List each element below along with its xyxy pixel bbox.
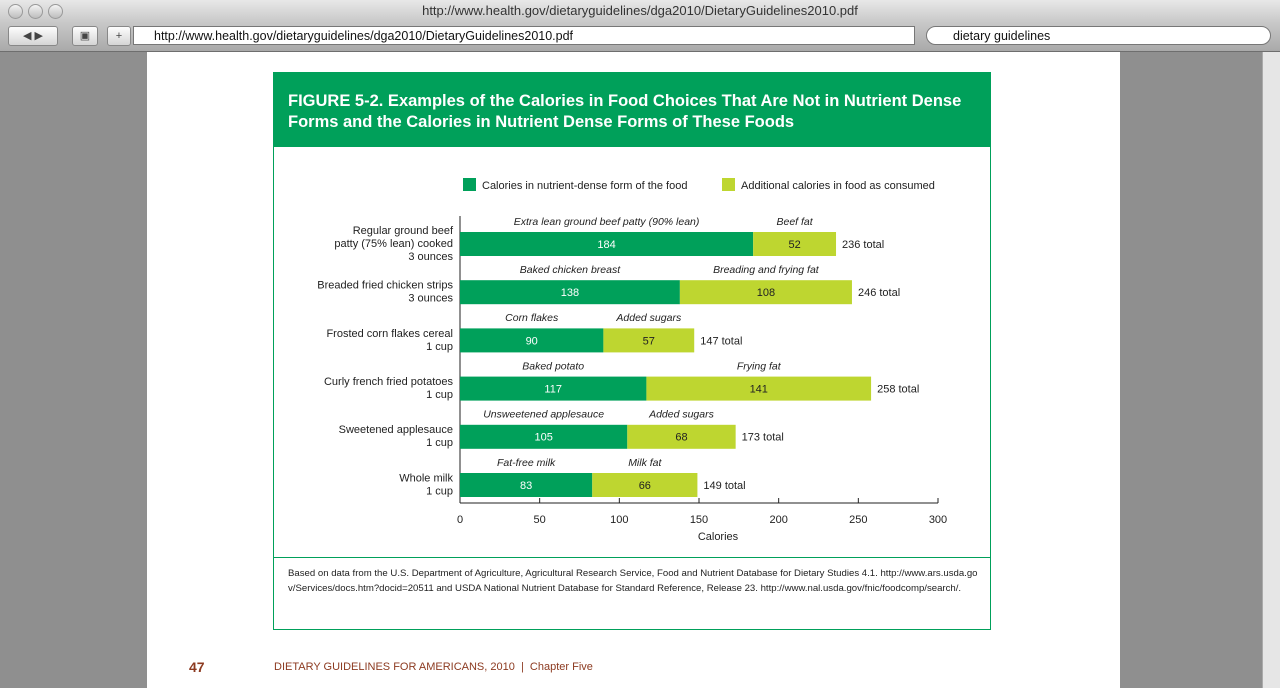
bar-segment [460,232,754,256]
bar-segment [646,376,872,401]
category-label: Breaded fried chicken strips [317,280,453,292]
segment-label: Fat-free milk [497,457,556,469]
bar-segment [627,424,736,449]
bar-segment [460,376,647,401]
bar-segment [592,473,698,497]
category-label: Sweetened applesauce [339,424,453,436]
x-tick-label: 300 [929,514,947,526]
total-label: 149 total [703,480,745,492]
legend-label: Additional calories in food as consumed [741,180,935,192]
legend-swatch [463,178,476,191]
segment-label: Baked chicken breast [520,264,621,276]
search-field[interactable]: dietary guidelines [926,26,1271,45]
segment-label: Milk fat [628,457,662,469]
x-axis-label: Calories [698,531,739,543]
bar-segment [753,232,837,256]
value-label: 141 [750,384,768,396]
address-bar[interactable]: http://www.health.gov/dietaryguidelines/… [133,26,915,45]
back-forward[interactable]: ◀ ▶ [8,26,58,46]
zoom-button[interactable] [48,4,63,19]
bar-segment [460,424,628,449]
x-tick-label: 0 [457,514,463,526]
add-bookmark[interactable]: + [107,26,131,46]
segment-label: Baked potato [522,360,584,372]
category-label: 3 ounces [408,251,453,263]
footer-text: DIETARY GUIDELINES FOR AMERICANS, 2010 |… [274,661,593,673]
value-label: 57 [643,335,655,347]
segment-label: Beef fat [776,216,813,228]
value-label: 68 [675,432,687,444]
close-button[interactable] [8,4,23,19]
category-label: Frosted corn flakes cereal [326,328,453,340]
category-label: patty (75% lean) cooked [334,238,453,250]
x-tick-label: 150 [690,514,708,526]
figure-box [273,72,991,630]
legend-label: Calories in nutrient-dense form of the f… [482,180,687,192]
value-label: 184 [597,239,615,251]
value-label: 52 [788,239,800,251]
bar-segment [460,328,604,353]
segment-label: Added sugars [648,409,715,421]
category-label: Regular ground beef [353,225,454,237]
scrollbar[interactable] [1262,52,1280,688]
divider [274,557,990,558]
category-label: 1 cup [426,389,453,401]
total-label: 147 total [700,335,742,347]
segment-label: Extra lean ground beef patty (90% lean) [514,216,700,228]
value-label: 117 [544,384,562,396]
total-label: 258 total [877,384,919,396]
segment-label: Added sugars [615,312,682,324]
x-tick-label: 100 [610,514,628,526]
pdf-page [147,52,1120,688]
category-label: Whole milk [399,472,453,484]
category-label: 1 cup [426,341,453,353]
total-label: 236 total [842,239,884,251]
bar-segment [603,328,695,353]
segment-label: Corn flakes [505,312,559,324]
segment-label: Frying fat [737,360,782,372]
value-label: 66 [639,480,651,492]
total-label: 246 total [858,287,900,299]
bar-segment [460,280,680,305]
value-label: 138 [561,287,579,299]
chart-title: FIGURE 5-2. Examples of the Calories in … [274,73,990,147]
snapshot-button[interactable]: ▣ [72,26,98,46]
category-label: 3 ounces [408,293,453,305]
segment-label: Breading and frying fat [713,264,820,276]
bar-segment [460,473,593,497]
x-tick-label: 250 [849,514,867,526]
minimize-button[interactable] [28,4,43,19]
window-title: http://www.health.gov/dietaryguidelines/… [0,0,1280,22]
value-label: 108 [757,287,775,299]
value-label: 105 [534,432,552,444]
category-label: Curly french fried potatoes [324,376,454,388]
legend-swatch [722,178,735,191]
page-number: 47 [189,659,205,675]
x-tick-label: 200 [769,514,787,526]
value-label: 83 [520,480,532,492]
segment-label: Unsweetened applesauce [483,409,604,421]
category-label: 1 cup [426,437,453,449]
toolbar: ◀ ▶ ▣ + http://www.health.gov/dietarygui… [0,22,1280,52]
total-label: 173 total [742,432,784,444]
source-note: Based on data from the U.S. Department o… [288,568,978,594]
x-tick-label: 50 [534,514,546,526]
category-label: 1 cup [426,485,453,497]
value-label: 90 [526,335,538,347]
bar-segment [679,280,852,305]
